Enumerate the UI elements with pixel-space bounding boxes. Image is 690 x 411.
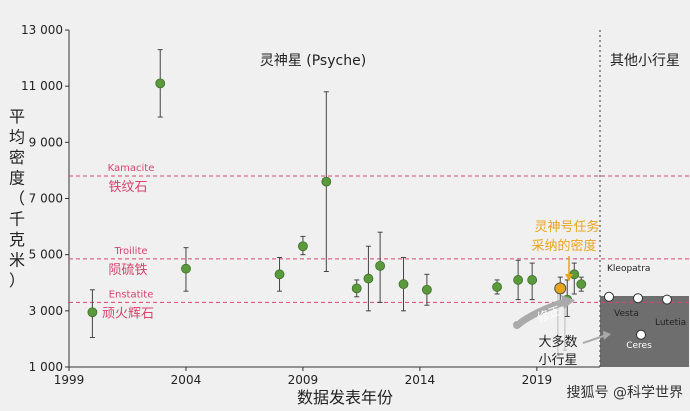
asteroid-label: Vesta	[614, 309, 639, 319]
density-point	[375, 260, 386, 271]
density-point	[527, 275, 538, 285]
density-point	[363, 273, 374, 284]
psyche-region-title: 灵神星 (Psyche)	[260, 53, 366, 69]
y-tick-label: 1 000	[29, 360, 63, 374]
reference-label-zh: 顽火辉石	[102, 306, 154, 321]
asteroid-label: Kleopatra	[607, 264, 650, 274]
y-tick-label: 13 000	[21, 23, 63, 37]
x-tick-label: 2014	[405, 373, 436, 387]
other-asteroids-title: 其他小行星	[610, 53, 680, 69]
most-asteroids-line: 大多数	[538, 334, 577, 350]
reference-label-en: Kamacite	[108, 163, 155, 174]
reference-label-zh: 陨硫铁	[108, 263, 147, 278]
asteroid-point-vesta	[633, 293, 643, 304]
reference-label-zh: 铁纹石	[108, 180, 147, 195]
reference-label-en: Troilite	[113, 246, 147, 257]
most-asteroids-arrowhead	[603, 331, 611, 340]
density-point	[274, 269, 285, 280]
y-tick-label: 9 000	[29, 135, 63, 149]
density-point	[298, 241, 308, 252]
y-axis-label-char: （	[9, 189, 25, 208]
correction-arrowhead	[561, 295, 575, 309]
asteroid-point-kleopatra	[604, 291, 614, 302]
most-asteroids-line: 小行星	[538, 353, 577, 368]
y-axis-label-char: 均	[9, 128, 25, 147]
asteroid-point-ceres	[636, 329, 646, 340]
density-point	[421, 284, 432, 295]
correction-arrow	[515, 298, 570, 328]
y-axis-label-char: 克	[9, 230, 25, 249]
correction-origin	[513, 321, 521, 329]
x-tick-label: 1999	[54, 373, 85, 387]
density-point	[513, 275, 524, 285]
y-axis-label-char: 千	[9, 210, 25, 229]
density-point	[398, 279, 409, 290]
correction-label: 修正	[535, 303, 563, 325]
mission-density-point	[554, 282, 567, 295]
y-tick-label: 3 000	[29, 304, 63, 318]
density-point	[351, 283, 362, 294]
x-axis-label: 数据发表年份	[297, 388, 393, 407]
y-axis-label-char: ）	[9, 271, 25, 290]
asteroid-point-lutetia	[662, 294, 672, 305]
density-point	[181, 263, 191, 274]
density-point	[155, 78, 166, 89]
density-point	[576, 279, 587, 290]
mission-note-line: 灵神号任务	[534, 219, 599, 235]
density-point	[321, 176, 332, 187]
y-tick-label: 11 000	[21, 79, 63, 93]
y-axis-label-char: 度	[9, 169, 25, 188]
x-tick-label: 2004	[171, 373, 202, 387]
y-tick-label: 7 000	[29, 192, 63, 206]
asteroid-label: Lutetia	[655, 318, 686, 328]
x-tick-label: 2009	[288, 373, 319, 387]
asteroid-label: Ceres	[626, 341, 652, 351]
mission-arrowhead	[565, 274, 573, 281]
density-point	[492, 282, 502, 292]
watermark: 搜狐号 @科学世界	[567, 385, 683, 401]
y-axis-label-char: 密	[9, 148, 25, 167]
density-point	[87, 307, 98, 318]
y-tick-label: 5 000	[29, 248, 63, 262]
y-axis-label-char: 平	[9, 107, 25, 126]
x-tick-label: 2019	[522, 373, 553, 387]
mission-note-line: 采纳的密度	[531, 238, 596, 254]
reference-label-en: Enstatite	[109, 289, 154, 300]
y-axis-label-char: 米	[9, 251, 25, 270]
